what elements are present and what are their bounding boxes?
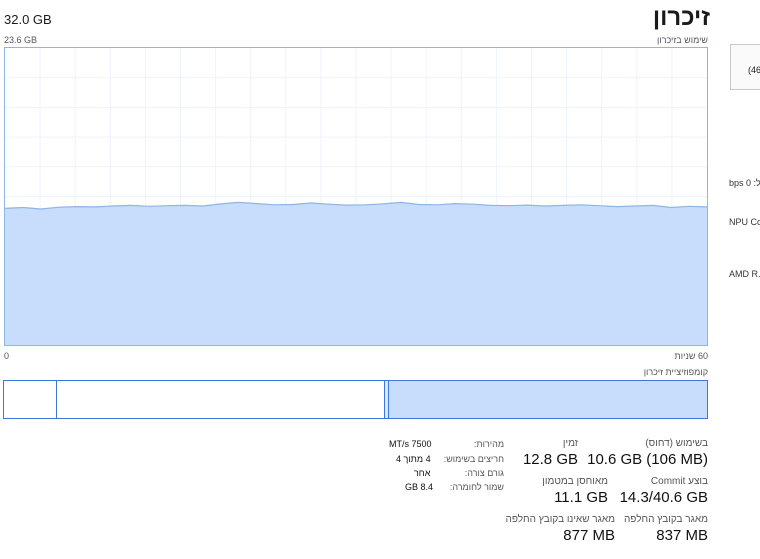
- stat-committed-value: 14.3/40.6 GB: [619, 489, 708, 506]
- stat-paged-pool-value: 837 MB: [656, 527, 708, 544]
- stat-in-use: בשימוש (דחוס) 10.6 GB (106 MB): [587, 438, 708, 468]
- graph-axis-end: 60 שניות: [674, 351, 708, 361]
- graph-axis-start: 0: [4, 351, 10, 361]
- detail-slots-value: 4 מתוך 4: [396, 454, 431, 464]
- composition-label: קומפוזיציית זיכרון: [643, 367, 708, 377]
- stat-committed-label: בוצע Commit: [650, 476, 708, 487]
- page-title: זיכרון: [652, 4, 710, 31]
- composition-standby-segment: [57, 381, 385, 418]
- stat-in-use-value: 10.6 GB (106 MB): [587, 451, 708, 468]
- stat-cached: מאוחסן במטמון 11.1 GB: [542, 476, 608, 506]
- detail-hardware-reserved-value: 8.4 GB: [405, 482, 434, 492]
- sidebar-device-thumbnail-text: (46: [748, 65, 760, 75]
- usage-area: [5, 202, 707, 345]
- stat-available-value: 12.8 GB: [522, 451, 578, 468]
- usage-graph-label: שימוש בזיכרון: [657, 35, 708, 45]
- stat-cached-value: 11.1 GB: [554, 489, 608, 506]
- usage-graph-max: 23.6 GB: [4, 35, 38, 45]
- memory-usage-graph-svg: [4, 48, 708, 345]
- total-memory: 32.0 GB: [4, 12, 52, 27]
- memory-usage-graph: [4, 47, 708, 346]
- usage-line: [4, 201, 708, 210]
- sidebar-device-thumbnail[interactable]: (46: [730, 44, 760, 90]
- stat-non-paged-pool-label: מאגר שאינו בקובץ החלפה: [505, 514, 615, 525]
- stat-non-paged-pool-value: 877 MB: [563, 527, 615, 544]
- stat-available: זמין 12.8 GB: [523, 438, 578, 468]
- stat-cached-label: מאוחסן במטמון: [542, 476, 608, 487]
- stat-paged-pool-label: מאגר בקובץ החלפה: [623, 514, 708, 525]
- stat-in-use-label: בשימוש (דחוס): [645, 438, 708, 449]
- sidebar-network-text[interactable]: bps 0 :ל: [729, 178, 760, 188]
- detail-form-factor-value: אחר: [414, 468, 431, 478]
- detail-hardware-reserved-label: שמור לחומרה:: [449, 482, 504, 492]
- stat-non-paged-pool: מאגר שאינו בקובץ החלפה 877 MB: [506, 514, 615, 544]
- detail-form-factor-label: גורם צורה:: [464, 468, 504, 478]
- stat-available-label: זמין: [562, 438, 578, 449]
- detail-speed-label: מהירות:: [473, 439, 504, 449]
- detail-slots-label: חריצים בשימוש:: [443, 454, 504, 464]
- composition-modified-segment: [385, 381, 389, 418]
- stat-paged-pool: מאגר בקובץ החלפה 837 MB: [624, 514, 708, 544]
- sidebar-gpu-text[interactable]: AMD R...: [729, 269, 760, 279]
- sidebar-npu-text[interactable]: NPU Co: [729, 217, 760, 227]
- composition-in-use-segment: [389, 381, 707, 418]
- detail-speed-value: 7500 MT/s: [389, 439, 432, 449]
- memory-composition-bar: [3, 380, 708, 419]
- stat-committed: בוצע Commit 14.3/40.6 GB: [620, 476, 708, 506]
- composition-free-segment: [4, 381, 57, 418]
